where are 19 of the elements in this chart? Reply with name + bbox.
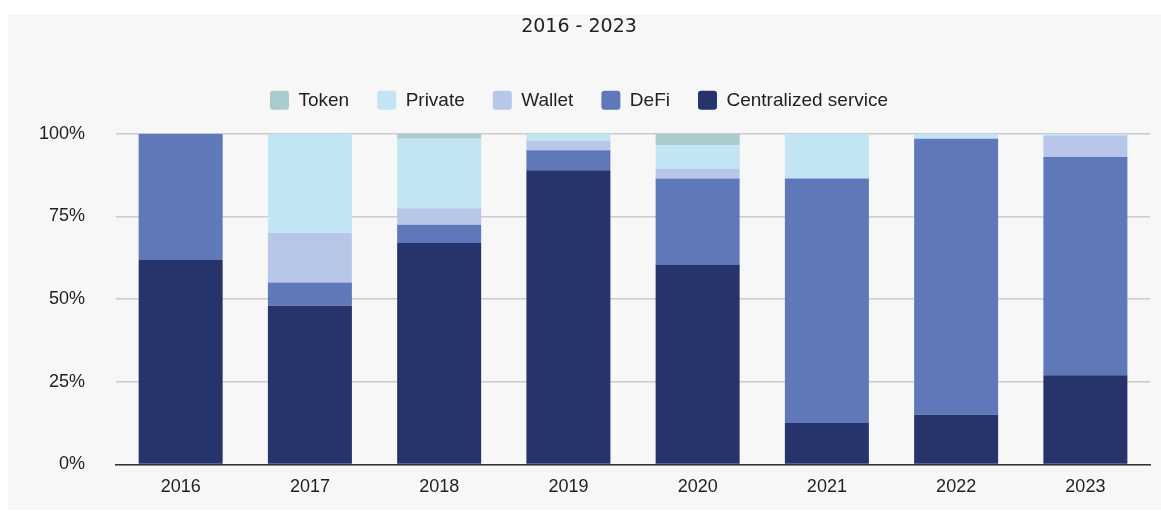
- legend-label: Private: [405, 88, 465, 110]
- y-tick-label: 100%: [38, 122, 86, 143]
- y-tick-label: 50%: [49, 288, 86, 309]
- legend-label: Wallet: [521, 88, 575, 110]
- x-tick-label: 2019: [548, 476, 589, 497]
- x-tick-label: 2023: [1065, 476, 1106, 497]
- y-tick-label: 0%: [59, 453, 86, 474]
- x-tick-label: 2021: [806, 476, 847, 497]
- x-tick-label: 2018: [419, 476, 460, 497]
- x-tick-label: 2016: [160, 476, 201, 497]
- x-tick-label: 2017: [289, 476, 330, 497]
- y-tick-label: 25%: [49, 370, 86, 391]
- y-tick-label: 75%: [49, 205, 86, 226]
- legend-label: Token: [298, 88, 350, 110]
- x-tick-label: 2022: [936, 476, 977, 497]
- x-tick-label: 2020: [677, 476, 718, 497]
- chart-title: 2016 - 2023: [521, 14, 637, 37]
- legend-label: Centralized service: [726, 88, 889, 110]
- legend-label: DeFi: [629, 88, 670, 110]
